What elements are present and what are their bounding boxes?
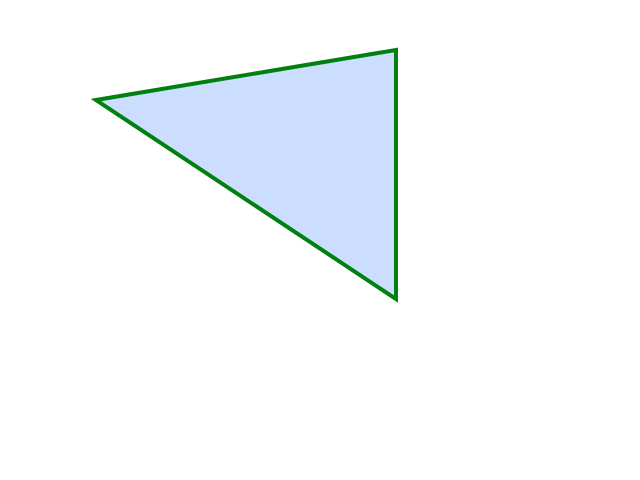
triangle-shape (90, 47, 398, 303)
